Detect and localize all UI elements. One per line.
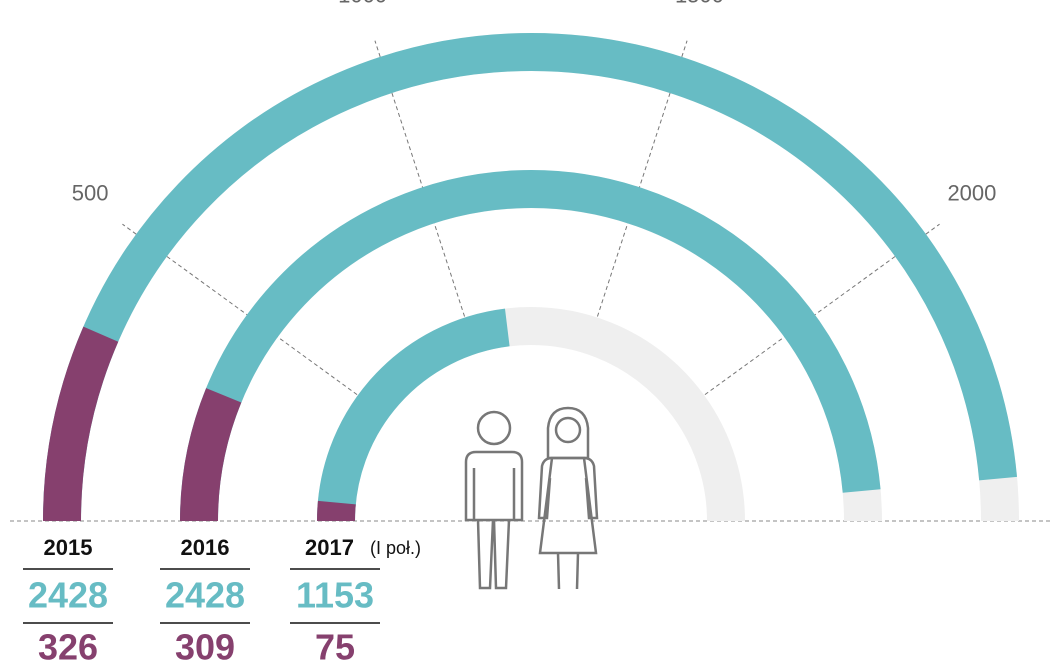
arc-bar — [62, 334, 101, 521]
value-label: 326 — [38, 627, 98, 664]
year-label: 2015 — [44, 535, 93, 560]
ring-track — [336, 326, 726, 521]
people-icon — [466, 408, 597, 589]
value-label: 309 — [175, 627, 235, 664]
arc-bar — [199, 395, 224, 521]
arc-bar — [199, 189, 862, 521]
year-label: 2017 — [305, 535, 354, 560]
tick-label: 500 — [72, 180, 109, 205]
ring-track — [199, 189, 863, 521]
value-label: 2428 — [165, 575, 245, 616]
tick-label: 1000 — [338, 0, 387, 7]
chart: 500 1000 1500 2000 2015 2428 326 2016 2428 309 201… — [0, 0, 1053, 664]
tick-label: 2000 — [947, 180, 996, 205]
year-label: 2016 — [181, 535, 230, 560]
arc-bar — [336, 503, 337, 521]
value-label: 75 — [315, 627, 355, 664]
value-label: 2428 — [28, 575, 108, 616]
year-note: (I poł.) — [370, 538, 421, 558]
value-label: 1153 — [296, 575, 374, 616]
tick-label: 1500 — [675, 0, 724, 7]
arc-bar — [336, 327, 507, 521]
